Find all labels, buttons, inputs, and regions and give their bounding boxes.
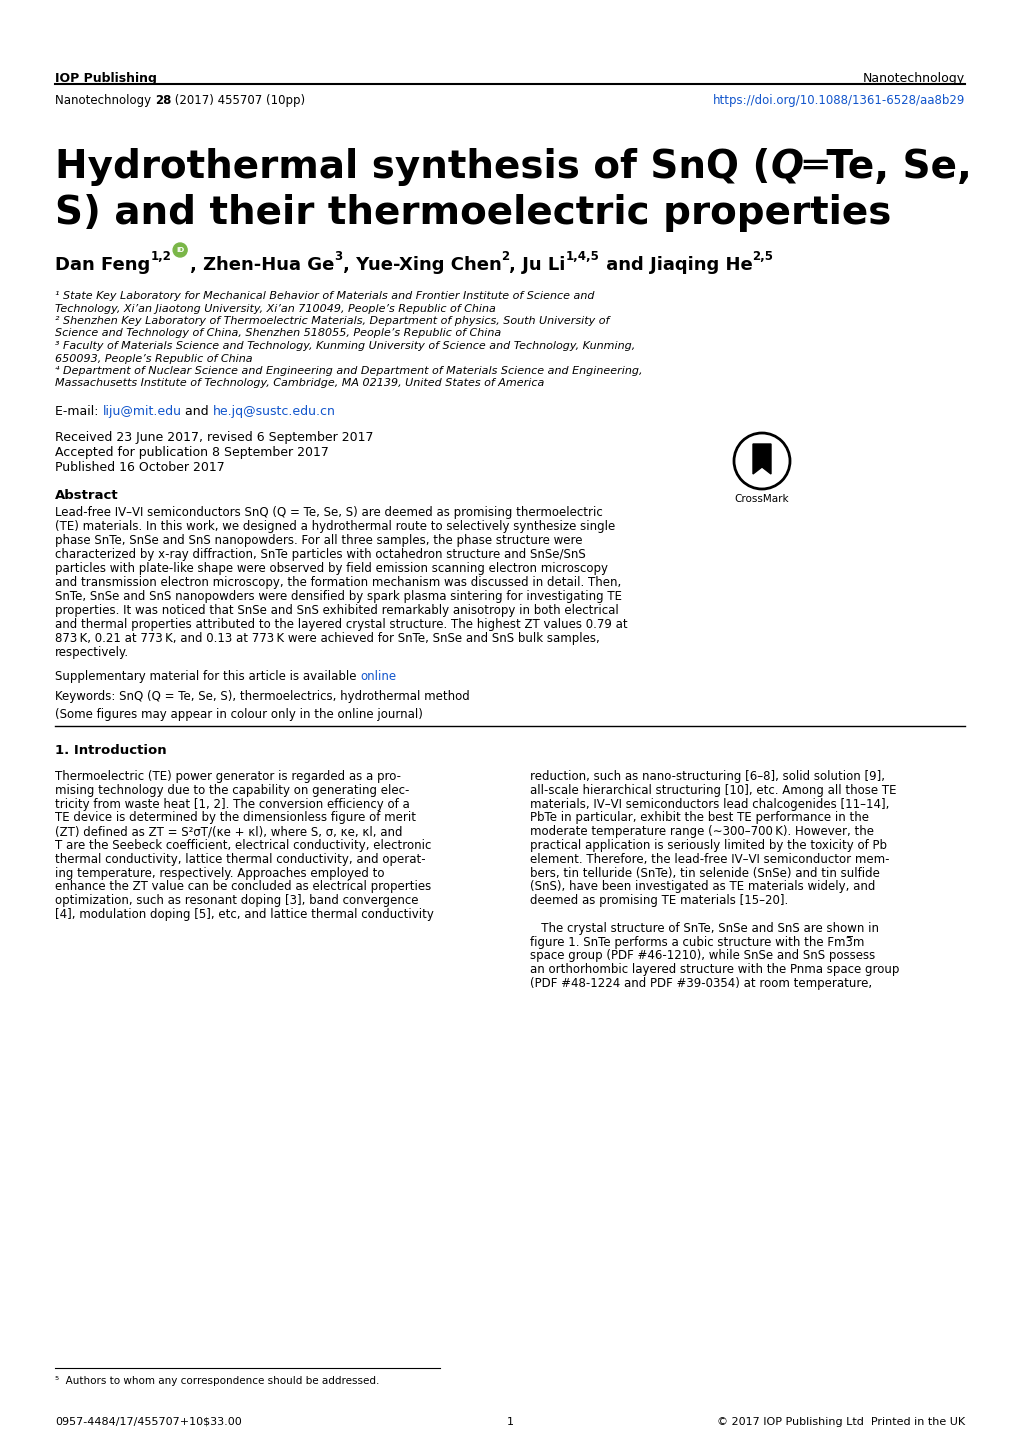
Text: https://doi.org/10.1088/1361-6528/aa8b29: https://doi.org/10.1088/1361-6528/aa8b29: [712, 94, 964, 107]
Text: (TE) materials. In this work, we designed a hydrothermal route to selectively sy: (TE) materials. In this work, we designe…: [55, 521, 614, 534]
Text: and transmission electron microscopy, the formation mechanism was discussed in d: and transmission electron microscopy, th…: [55, 575, 621, 588]
Text: Q: Q: [769, 149, 803, 186]
Text: 650093, People’s Republic of China: 650093, People’s Republic of China: [55, 353, 253, 363]
Text: he.jq@sustc.edu.cn: he.jq@sustc.edu.cn: [213, 405, 335, 418]
Text: Science and Technology of China, Shenzhen 518055, People’s Republic of China: Science and Technology of China, Shenzhe…: [55, 329, 500, 339]
Text: all-scale hierarchical structuring [10], etc. Among all those TE: all-scale hierarchical structuring [10],…: [530, 784, 896, 797]
Text: PbTe in particular, exhibit the best TE performance in the: PbTe in particular, exhibit the best TE …: [530, 812, 868, 825]
Text: 0957-4484/17/455707+10$33.00: 0957-4484/17/455707+10$33.00: [55, 1417, 242, 1428]
Text: mising technology due to the capability on generating elec-: mising technology due to the capability …: [55, 784, 409, 797]
Text: ¹ State Key Laboratory for Mechanical Behavior of Materials and Frontier Institu: ¹ State Key Laboratory for Mechanical Be…: [55, 291, 594, 301]
Text: [4], modulation doping [5], etc, and lattice thermal conductivity: [4], modulation doping [5], etc, and lat…: [55, 908, 433, 921]
Text: Abstract: Abstract: [55, 489, 118, 502]
Circle shape: [734, 433, 790, 489]
Text: The crystal structure of SnTe, SnSe and SnS are shown in: The crystal structure of SnTe, SnSe and …: [530, 921, 878, 934]
Text: , Ju Li: , Ju Li: [510, 257, 566, 274]
Text: and: and: [181, 405, 213, 418]
Text: (ZT) defined as ZT = S²σT/(κe + κl), where S, σ, κe, κl, and: (ZT) defined as ZT = S²σT/(κe + κl), whe…: [55, 825, 403, 838]
Text: Technology, Xi’an Jiaotong University, Xi’an 710049, People’s Republic of China: Technology, Xi’an Jiaotong University, X…: [55, 303, 495, 313]
Text: Nanotechnology: Nanotechnology: [55, 94, 155, 107]
Text: element. Therefore, the lead-free IV–VI semiconductor mem-: element. Therefore, the lead-free IV–VI …: [530, 852, 889, 865]
Text: Lead-free IV–VI semiconductors SnQ (Q = Te, Se, S) are deemed as promising therm: Lead-free IV–VI semiconductors SnQ (Q = …: [55, 506, 602, 519]
Text: deemed as promising TE materials [15–20].: deemed as promising TE materials [15–20]…: [530, 894, 788, 907]
Text: SnTe, SnSe and SnS nanopowders were densified by spark plasma sintering for inve: SnTe, SnSe and SnS nanopowders were dens…: [55, 590, 622, 603]
Text: iD: iD: [176, 247, 184, 252]
Text: 1: 1: [506, 1417, 513, 1428]
Text: optimization, such as resonant doping [3], band convergence: optimization, such as resonant doping [3…: [55, 894, 418, 907]
Polygon shape: [752, 444, 770, 474]
Text: 1,2: 1,2: [150, 249, 171, 262]
Circle shape: [173, 244, 186, 257]
Text: 28: 28: [155, 94, 171, 107]
Text: 3: 3: [334, 249, 342, 262]
Text: phase SnTe, SnSe and SnS nanopowders. For all three samples, the phase structure: phase SnTe, SnSe and SnS nanopowders. Fo…: [55, 534, 582, 547]
Text: and Jiaqing He: and Jiaqing He: [599, 257, 752, 274]
Text: , Zhen-Hua Ge: , Zhen-Hua Ge: [190, 257, 334, 274]
Text: © 2017 IOP Publishing Ltd  Printed in the UK: © 2017 IOP Publishing Ltd Printed in the…: [716, 1417, 964, 1428]
Text: Nanotechnology: Nanotechnology: [862, 72, 964, 85]
Text: enhance the ZT value can be concluded as electrical properties: enhance the ZT value can be concluded as…: [55, 881, 431, 894]
Text: characterized by x-ray diffraction, SnTe particles with octahedron structure and: characterized by x-ray diffraction, SnTe…: [55, 548, 585, 561]
Text: online: online: [360, 671, 396, 684]
Text: figure 1. SnTe performs a cubic structure with the Fm3̅m: figure 1. SnTe performs a cubic structur…: [530, 936, 863, 949]
Text: ³ Faculty of Materials Science and Technology, Kunming University of Science and: ³ Faculty of Materials Science and Techn…: [55, 340, 635, 350]
Text: , Yue-Xing Chen: , Yue-Xing Chen: [342, 257, 501, 274]
Text: properties. It was noticed that SnSe and SnS exhibited remarkably anisotropy in : properties. It was noticed that SnSe and…: [55, 604, 619, 617]
Text: Supplementary material for this article is available: Supplementary material for this article …: [55, 671, 360, 684]
Text: TE device is determined by the dimensionless figure of merit: TE device is determined by the dimension…: [55, 812, 416, 825]
Text: 873 K, 0.21 at 773 K, and 0.13 at 773 K were achieved for SnTe, SnSe and SnS bul: 873 K, 0.21 at 773 K, and 0.13 at 773 K …: [55, 632, 599, 645]
Text: T are the Seebeck coefficient, electrical conductivity, electronic: T are the Seebeck coefficient, electrica…: [55, 839, 431, 852]
Text: (Some figures may appear in colour only in the online journal): (Some figures may appear in colour only …: [55, 708, 423, 721]
Text: ⁴ Department of Nuclear Science and Engineering and Department of Materials Scie: ⁴ Department of Nuclear Science and Engi…: [55, 366, 642, 376]
Text: 1. Introduction: 1. Introduction: [55, 744, 166, 757]
Text: liju@mit.edu: liju@mit.edu: [102, 405, 181, 418]
Text: moderate temperature range (∼300–700 K). However, the: moderate temperature range (∼300–700 K).…: [530, 825, 873, 838]
Text: and thermal properties attributed to the layered crystal structure. The highest : and thermal properties attributed to the…: [55, 619, 627, 632]
Text: S) and their thermoelectric properties: S) and their thermoelectric properties: [55, 195, 891, 232]
Text: space group (PDF #46-1210), while SnSe and SnS possess: space group (PDF #46-1210), while SnSe a…: [530, 949, 874, 962]
Text: Received 23 June 2017, revised 6 September 2017: Received 23 June 2017, revised 6 Septemb…: [55, 431, 373, 444]
Text: Hydrothermal synthesis of SnQ (: Hydrothermal synthesis of SnQ (: [55, 149, 769, 186]
Text: particles with plate-like shape were observed by field emission scanning electro: particles with plate-like shape were obs…: [55, 562, 607, 575]
Text: E-mail:: E-mail:: [55, 405, 102, 418]
Text: 2: 2: [501, 249, 510, 262]
Text: thermal conductivity, lattice thermal conductivity, and operat-: thermal conductivity, lattice thermal co…: [55, 852, 425, 865]
Text: Published 16 October 2017: Published 16 October 2017: [55, 461, 224, 474]
Text: ing temperature, respectively. Approaches employed to: ing temperature, respectively. Approache…: [55, 867, 384, 880]
Text: (PDF #48-1224 and PDF #39-0354) at room temperature,: (PDF #48-1224 and PDF #39-0354) at room …: [530, 978, 871, 991]
Text: Massachusetts Institute of Technology, Cambridge, MA 02139, United States of Ame: Massachusetts Institute of Technology, C…: [55, 378, 544, 388]
Text: ⁵  Authors to whom any correspondence should be addressed.: ⁵ Authors to whom any correspondence sho…: [55, 1376, 379, 1386]
Text: ═Te, Se,: ═Te, Se,: [803, 149, 971, 186]
Text: IOP Publishing: IOP Publishing: [55, 72, 157, 85]
Text: practical application is seriously limited by the toxicity of Pb: practical application is seriously limit…: [530, 839, 887, 852]
Text: bers, tin telluride (SnTe), tin selenide (SnSe) and tin sulfide: bers, tin telluride (SnTe), tin selenide…: [530, 867, 879, 880]
Text: Accepted for publication 8 September 2017: Accepted for publication 8 September 201…: [55, 446, 328, 459]
Text: Dan Feng: Dan Feng: [55, 257, 150, 274]
Text: 2,5: 2,5: [752, 249, 772, 262]
Text: reduction, such as nano-structuring [6–8], solid solution [9],: reduction, such as nano-structuring [6–8…: [530, 770, 884, 783]
Text: CrossMark: CrossMark: [734, 495, 789, 505]
Text: ² Shenzhen Key Laboratory of Thermoelectric Materials, Department of physics, So: ² Shenzhen Key Laboratory of Thermoelect…: [55, 316, 608, 326]
Text: (2017) 455707 (10pp): (2017) 455707 (10pp): [171, 94, 305, 107]
Text: an orthorhombic layered structure with the Pnma space group: an orthorhombic layered structure with t…: [530, 963, 899, 976]
Text: Keywords: SnQ (Q = Te, Se, S), thermoelectrics, hydrothermal method: Keywords: SnQ (Q = Te, Se, S), thermoele…: [55, 691, 470, 704]
Text: respectively.: respectively.: [55, 646, 129, 659]
Text: (SnS), have been investigated as TE materials widely, and: (SnS), have been investigated as TE mate…: [530, 881, 874, 894]
Text: tricity from waste heat [1, 2]. The conversion efficiency of a: tricity from waste heat [1, 2]. The conv…: [55, 797, 410, 810]
Text: materials, IV–VI semiconductors lead chalcogenides [11–14],: materials, IV–VI semiconductors lead cha…: [530, 797, 889, 810]
Text: 1,4,5: 1,4,5: [566, 249, 599, 262]
Text: Thermoelectric (TE) power generator is regarded as a pro-: Thermoelectric (TE) power generator is r…: [55, 770, 400, 783]
